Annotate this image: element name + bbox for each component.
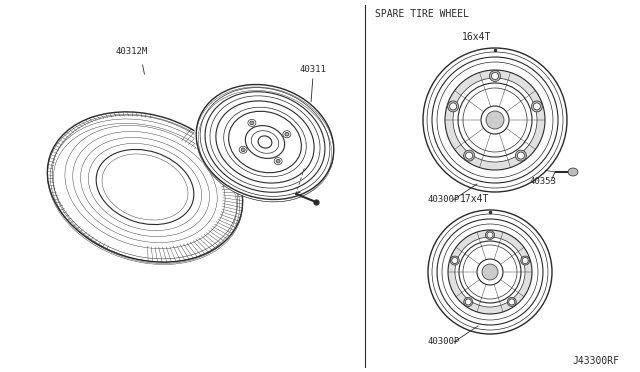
Ellipse shape xyxy=(522,257,528,264)
Ellipse shape xyxy=(515,150,526,161)
Ellipse shape xyxy=(453,78,537,162)
Ellipse shape xyxy=(250,121,254,125)
Ellipse shape xyxy=(487,232,493,238)
Text: 40311: 40311 xyxy=(300,65,327,74)
Ellipse shape xyxy=(568,168,578,176)
Ellipse shape xyxy=(448,230,532,314)
Ellipse shape xyxy=(517,152,524,159)
Ellipse shape xyxy=(465,299,471,305)
Ellipse shape xyxy=(241,148,245,151)
Ellipse shape xyxy=(451,256,460,265)
Ellipse shape xyxy=(463,245,517,299)
Ellipse shape xyxy=(463,150,475,161)
Ellipse shape xyxy=(464,298,473,307)
Ellipse shape xyxy=(482,264,498,280)
Text: J43300RF: J43300RF xyxy=(572,356,619,366)
Ellipse shape xyxy=(445,70,545,170)
Ellipse shape xyxy=(450,103,457,110)
Ellipse shape xyxy=(455,237,525,307)
Ellipse shape xyxy=(531,101,542,112)
Text: 40300P: 40300P xyxy=(428,337,460,346)
Ellipse shape xyxy=(481,106,509,134)
Ellipse shape xyxy=(486,231,495,240)
Ellipse shape xyxy=(492,73,499,80)
Text: 40300P: 40300P xyxy=(427,195,460,204)
Ellipse shape xyxy=(276,159,280,163)
Ellipse shape xyxy=(447,101,459,112)
Ellipse shape xyxy=(490,71,500,81)
Text: SPARE TIRE WHEEL: SPARE TIRE WHEEL xyxy=(375,9,469,19)
Ellipse shape xyxy=(521,256,530,265)
Ellipse shape xyxy=(508,298,516,307)
Ellipse shape xyxy=(459,241,521,303)
Ellipse shape xyxy=(486,111,504,129)
Ellipse shape xyxy=(533,103,540,110)
Text: 16x4T: 16x4T xyxy=(462,32,492,42)
Text: 40312M: 40312M xyxy=(116,47,148,56)
Text: 40300P: 40300P xyxy=(222,117,254,126)
Ellipse shape xyxy=(458,83,532,157)
Ellipse shape xyxy=(194,83,336,202)
Ellipse shape xyxy=(509,299,515,305)
Ellipse shape xyxy=(452,257,458,264)
Text: 17x4T: 17x4T xyxy=(460,194,490,204)
Ellipse shape xyxy=(463,88,527,152)
Ellipse shape xyxy=(466,152,472,159)
Ellipse shape xyxy=(477,259,503,285)
Text: 40353: 40353 xyxy=(530,177,557,186)
Ellipse shape xyxy=(285,132,289,136)
